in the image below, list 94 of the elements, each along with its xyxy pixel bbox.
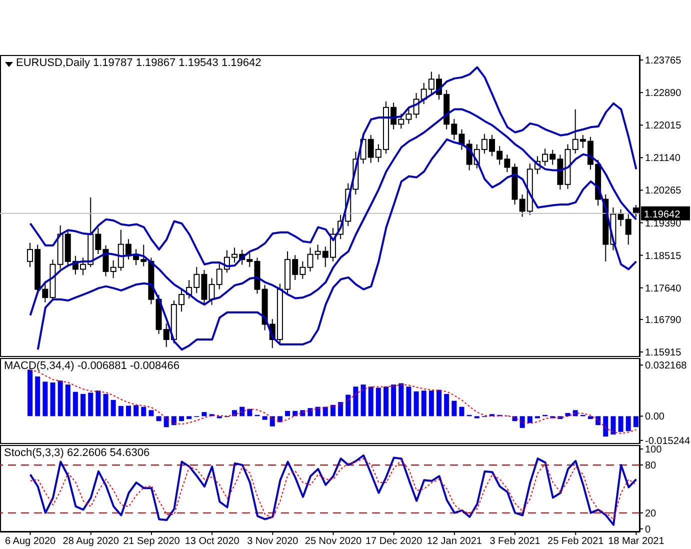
bar [126, 406, 131, 416]
y-tick-label: 80 [645, 460, 657, 472]
bar [360, 384, 366, 416]
bar [406, 386, 412, 416]
y-tick-label: -0.015244 [645, 436, 690, 447]
bar [414, 391, 419, 416]
bar [452, 400, 457, 416]
chart-title: MACD(5,34,4) -0.006881 -0.008466 [4, 360, 180, 372]
bar [633, 416, 638, 428]
bar [338, 402, 344, 416]
y-tick-label: 1.16790 [645, 314, 682, 326]
bar [285, 410, 290, 416]
bar [80, 394, 86, 416]
bar [383, 386, 388, 416]
bar [186, 416, 192, 420]
bar [353, 386, 358, 416]
bar [308, 408, 313, 416]
bar [262, 416, 268, 420]
bar [28, 370, 33, 416]
bar [118, 406, 124, 416]
bar [398, 383, 404, 416]
x-tick-label: 6 Aug 2020 [4, 536, 56, 548]
bar [527, 416, 532, 424]
x-tick-label: 17 Dec 2020 [365, 536, 423, 548]
bar [421, 390, 426, 416]
bar [164, 416, 169, 428]
y-tick-label: 1.22890 [645, 88, 682, 100]
bar [626, 416, 631, 432]
bar [58, 380, 63, 416]
line-series [29, 108, 638, 316]
y-tick-label: 1.21140 [645, 153, 681, 164]
y-tick-label: 20 [645, 508, 657, 520]
bar [171, 416, 176, 426]
bar [156, 416, 162, 422]
bar [618, 416, 624, 432]
bar [436, 390, 442, 416]
bar [232, 410, 238, 416]
bar [134, 405, 139, 416]
bar [141, 406, 146, 416]
bar [520, 416, 525, 428]
bar [315, 406, 320, 416]
chart-title: Stoch(5,3,3) 62.2606 54.6306 [4, 447, 150, 459]
x-tick-label: 28 Aug 2020 [62, 536, 120, 548]
bar [110, 400, 116, 416]
x-tick-label: 13 Oct 2020 [184, 536, 240, 548]
bar [368, 386, 374, 416]
bar [247, 408, 252, 416]
bar [72, 392, 78, 416]
bar [330, 404, 336, 416]
bar [596, 416, 601, 426]
y-tick-label: 0.032168 [645, 360, 688, 372]
y-tick-label: 1.22015 [645, 120, 682, 132]
bar [65, 384, 70, 416]
x-tick-label: 3 Feb 2021 [490, 536, 541, 548]
bar [96, 390, 101, 416]
x-tick-label: 18 Mar 2021 [608, 536, 665, 548]
line-series [30, 370, 637, 434]
y-tick-label: 0 [645, 524, 651, 536]
x-tick-label: 3 Nov 2020 [247, 536, 299, 548]
bar [178, 416, 184, 422]
x-tick-label: 25 Nov 2020 [304, 536, 362, 548]
y-tick-label: 1.23765 [645, 56, 682, 67]
bar [588, 416, 593, 420]
bar [148, 410, 154, 416]
x-tick-label: 21 Sep 2020 [123, 536, 180, 548]
bar [322, 406, 328, 416]
bar [444, 394, 450, 416]
bar [270, 416, 275, 426]
y-tick-label: 1.15915 [645, 348, 682, 359]
y-tick-label: 100 [645, 444, 662, 456]
y-tick-label: 0.00 [645, 412, 665, 423]
bar [603, 416, 608, 437]
bar [300, 410, 306, 416]
bar [35, 376, 40, 416]
bar [240, 406, 245, 416]
y-tick-label: 1.20265 [645, 186, 682, 197]
bar [610, 416, 616, 434]
bar [346, 394, 351, 416]
bar [391, 384, 396, 416]
bar [376, 388, 381, 416]
bar [103, 394, 108, 416]
bar [572, 410, 578, 416]
x-tick-label: 25 Feb 2021 [548, 536, 604, 548]
chart-title: EURUSD,Daily 1.19787 1.19867 1.19543 1.19642 [16, 57, 262, 69]
bar [202, 412, 207, 416]
x-tick-label: 12 Jan 2021 [426, 536, 482, 548]
y-tick-label: 1.17640 [645, 283, 682, 294]
bar [88, 392, 94, 416]
bar [428, 390, 434, 416]
bar [459, 406, 464, 416]
bar [42, 382, 48, 416]
ref-line-label: 1.19642 [644, 209, 681, 220]
y-tick-label: 1.18515 [645, 250, 682, 262]
bar [50, 382, 56, 416]
